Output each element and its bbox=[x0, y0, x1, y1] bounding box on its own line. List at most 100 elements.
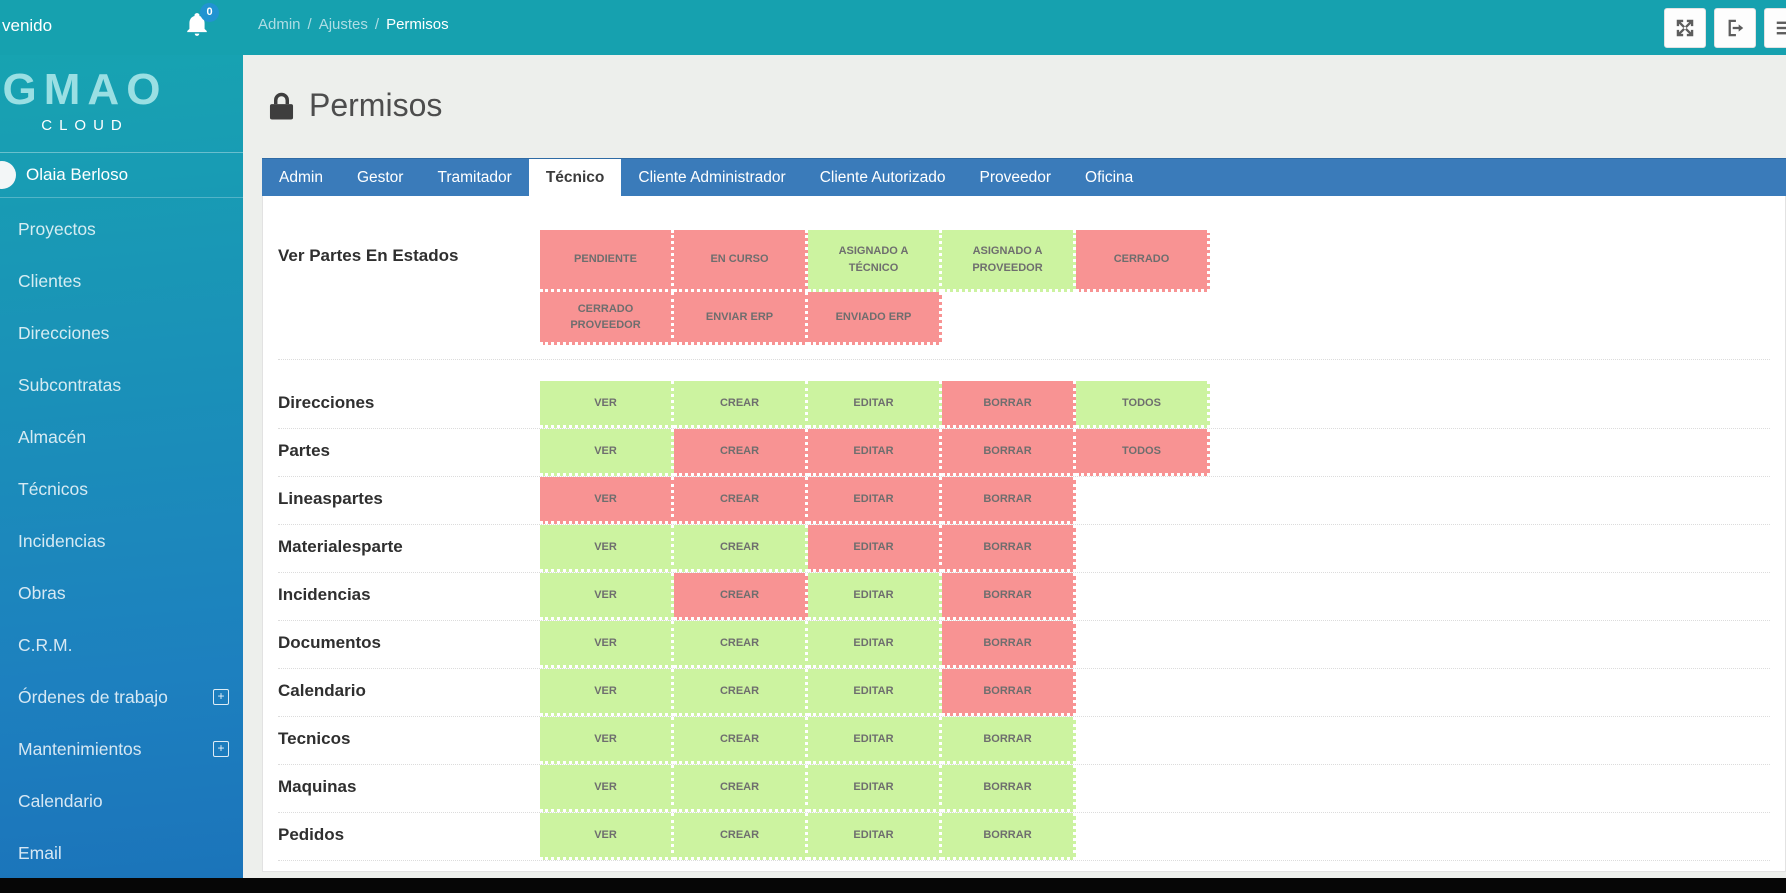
estado-cell-enviar-erp[interactable]: ENVIAR ERP bbox=[674, 292, 808, 345]
expand-plus-icon[interactable]: + bbox=[213, 689, 229, 705]
breadcrumb-admin[interactable]: Admin bbox=[258, 16, 301, 33]
main-content: Permisos Admin Gestor Tramitador Técnico Cli… bbox=[243, 55, 1786, 878]
sidebar-item-label: Clientes bbox=[18, 270, 82, 291]
logo-gmao-text: GMAO bbox=[2, 65, 168, 114]
perm-cell-maquinas-crear[interactable]: CREAR bbox=[674, 765, 808, 812]
perm-cell-pedidos-crear[interactable]: CREAR bbox=[674, 813, 808, 860]
tab-oficina[interactable]: Oficina bbox=[1085, 169, 1134, 186]
perm-cell-partes-crear[interactable]: CREAR bbox=[674, 429, 808, 476]
sidebar-item-email[interactable]: Email bbox=[0, 827, 243, 879]
sidebar-item-label: Obras bbox=[18, 582, 66, 603]
sidebar-item-almacen[interactable]: Almacén bbox=[0, 411, 243, 463]
estados-section: Ver Partes En Estados PENDIENTE EN CURSO A… bbox=[278, 230, 1770, 345]
perm-cell-calendario-borrar[interactable]: BORRAR bbox=[942, 669, 1076, 716]
permission-row-label: Calendario bbox=[278, 681, 366, 700]
permission-row-label: Lineaspartes bbox=[278, 489, 383, 508]
perm-cell-materialesparte-borrar[interactable]: BORRAR bbox=[942, 525, 1076, 572]
perm-cell-maquinas-ver[interactable]: VER bbox=[540, 765, 674, 812]
estado-cell-asignado-a-tecnico[interactable]: ASIGNADO A TÉCNICO bbox=[808, 230, 942, 292]
sidebar-item-calendario[interactable]: Calendario bbox=[0, 775, 243, 827]
estado-cell-en-curso[interactable]: EN CURSO bbox=[674, 230, 808, 292]
user-name: Olaia Berloso bbox=[26, 165, 129, 184]
permission-row-incidencias: Incidencias VER CREAR EDITAR BORRAR bbox=[278, 573, 1770, 621]
sidebar-item-obras[interactable]: Obras bbox=[0, 567, 243, 619]
sidebar-item-mantenimientos[interactable]: Mantenimientos + bbox=[0, 723, 243, 775]
estado-cell-asignado-a-proveedor[interactable]: ASIGNADO A PROVEEDOR bbox=[942, 230, 1076, 292]
breadcrumb-ajustes[interactable]: Ajustes bbox=[318, 16, 368, 33]
perm-cell-materialesparte-ver[interactable]: VER bbox=[540, 525, 674, 572]
user-profile-row[interactable]: Olaia Berloso bbox=[0, 152, 243, 198]
perm-cell-partes-borrar[interactable]: BORRAR bbox=[942, 429, 1076, 476]
perm-cell-partes-ver[interactable]: VER bbox=[540, 429, 674, 476]
perm-cell-tecnicos-editar[interactable]: EDITAR bbox=[808, 717, 942, 764]
perm-cell-incidencias-borrar[interactable]: BORRAR bbox=[942, 573, 1076, 620]
perm-cell-pedidos-ver[interactable]: VER bbox=[540, 813, 674, 860]
tab-cliente-autorizado[interactable]: Cliente Autorizado bbox=[819, 169, 946, 186]
tab-admin[interactable]: Admin bbox=[279, 169, 323, 186]
notifications-button[interactable]: 0 bbox=[184, 3, 219, 46]
tab-cliente-administrador[interactable]: Cliente Administrador bbox=[638, 169, 786, 186]
permission-row-label: Maquinas bbox=[278, 777, 357, 796]
permission-row-materialesparte: Materialesparte VER CREAR EDITAR BORRAR bbox=[278, 525, 1770, 573]
fullscreen-button[interactable] bbox=[1664, 8, 1706, 48]
estado-cell-pendiente[interactable]: PENDIENTE bbox=[540, 230, 674, 292]
sidebar-item-direcciones[interactable]: Direcciones bbox=[0, 307, 243, 359]
perm-cell-tecnicos-borrar[interactable]: BORRAR bbox=[942, 717, 1076, 764]
menu-toggle-button[interactable] bbox=[1764, 8, 1786, 48]
tab-tecnico[interactable]: Técnico bbox=[528, 159, 622, 196]
perm-cell-partes-editar[interactable]: EDITAR bbox=[808, 429, 942, 476]
estado-cell-enviado-erp[interactable]: ENVIADO ERP bbox=[808, 292, 942, 345]
perm-cell-incidencias-ver[interactable]: VER bbox=[540, 573, 674, 620]
perm-cell-calendario-ver[interactable]: VER bbox=[540, 669, 674, 716]
estado-cell-cerrado[interactable]: CERRADO bbox=[1076, 230, 1210, 292]
perm-cell-calendario-editar[interactable]: EDITAR bbox=[808, 669, 942, 716]
sidebar-item-c-r-m-[interactable]: C.R.M. bbox=[0, 619, 243, 671]
perm-cell-documentos-borrar[interactable]: BORRAR bbox=[942, 621, 1076, 668]
sidebar-item-label: Direcciones bbox=[18, 322, 110, 343]
notification-count-badge: 0 bbox=[200, 3, 219, 22]
perm-cell-direcciones-borrar[interactable]: BORRAR bbox=[942, 381, 1076, 428]
logout-button[interactable] bbox=[1714, 8, 1756, 48]
sidebar-item-subcontratas[interactable]: Subcontratas bbox=[0, 359, 243, 411]
permission-row-label: Pedidos bbox=[278, 825, 345, 844]
perm-cell-direcciones-todos[interactable]: TODOS bbox=[1076, 381, 1210, 428]
perm-cell-pedidos-borrar[interactable]: BORRAR bbox=[942, 813, 1076, 860]
perm-cell-direcciones-ver[interactable]: VER bbox=[540, 381, 674, 428]
tab-proveedor[interactable]: Proveedor bbox=[979, 169, 1052, 186]
tab-gestor[interactable]: Gestor bbox=[356, 169, 404, 186]
sidebar-item-proyectos[interactable]: Proyectos bbox=[0, 203, 243, 255]
perm-cell-documentos-crear[interactable]: CREAR bbox=[674, 621, 808, 668]
perm-cell-documentos-ver[interactable]: VER bbox=[540, 621, 674, 668]
perm-cell-calendario-crear[interactable]: CREAR bbox=[674, 669, 808, 716]
perm-cell-tecnicos-crear[interactable]: CREAR bbox=[674, 717, 808, 764]
perm-cell-direcciones-crear[interactable]: CREAR bbox=[674, 381, 808, 428]
estados-label: Ver Partes En Estados bbox=[278, 246, 459, 265]
permission-row-label: Direcciones bbox=[278, 393, 375, 412]
perm-cell-direcciones-editar[interactable]: EDITAR bbox=[808, 381, 942, 428]
perm-cell-partes-todos[interactable]: TODOS bbox=[1076, 429, 1210, 476]
role-tabs: Admin Gestor Tramitador Técnico Cliente Admi… bbox=[262, 158, 1786, 196]
expand-plus-icon[interactable]: + bbox=[213, 741, 229, 757]
sidebar-item-incidencias[interactable]: Incidencias bbox=[0, 515, 243, 567]
perm-cell-lineaspartes-borrar[interactable]: BORRAR bbox=[942, 477, 1076, 524]
sidebar-item-ordenes-de-trabajo[interactable]: Órdenes de trabajo + bbox=[0, 671, 243, 723]
perm-cell-pedidos-editar[interactable]: EDITAR bbox=[808, 813, 942, 860]
sidebar-item-clientes[interactable]: Clientes bbox=[0, 255, 243, 307]
sidebar-item-tecnicos[interactable]: Técnicos bbox=[0, 463, 243, 515]
sidebar-item-label: Subcontratas bbox=[18, 374, 122, 395]
estado-cell-cerrado-proveedor[interactable]: CERRADO PROVEEDOR bbox=[540, 292, 674, 345]
perm-cell-maquinas-editar[interactable]: EDITAR bbox=[808, 765, 942, 812]
perm-cell-lineaspartes-crear[interactable]: CREAR bbox=[674, 477, 808, 524]
perm-cell-documentos-editar[interactable]: EDITAR bbox=[808, 621, 942, 668]
permission-row-partes: Partes VER CREAR EDITAR BORRAR TODOS bbox=[278, 429, 1770, 477]
perm-cell-incidencias-editar[interactable]: EDITAR bbox=[808, 573, 942, 620]
tab-tramitador[interactable]: Tramitador bbox=[437, 169, 512, 186]
perm-cell-maquinas-borrar[interactable]: BORRAR bbox=[942, 765, 1076, 812]
perm-cell-materialesparte-editar[interactable]: EDITAR bbox=[808, 525, 942, 572]
perm-cell-tecnicos-ver[interactable]: VER bbox=[540, 717, 674, 764]
perm-cell-lineaspartes-editar[interactable]: EDITAR bbox=[808, 477, 942, 524]
window-buttons bbox=[1664, 8, 1786, 48]
perm-cell-lineaspartes-ver[interactable]: VER bbox=[540, 477, 674, 524]
perm-cell-materialesparte-crear[interactable]: CREAR bbox=[674, 525, 808, 572]
perm-cell-incidencias-crear[interactable]: CREAR bbox=[674, 573, 808, 620]
